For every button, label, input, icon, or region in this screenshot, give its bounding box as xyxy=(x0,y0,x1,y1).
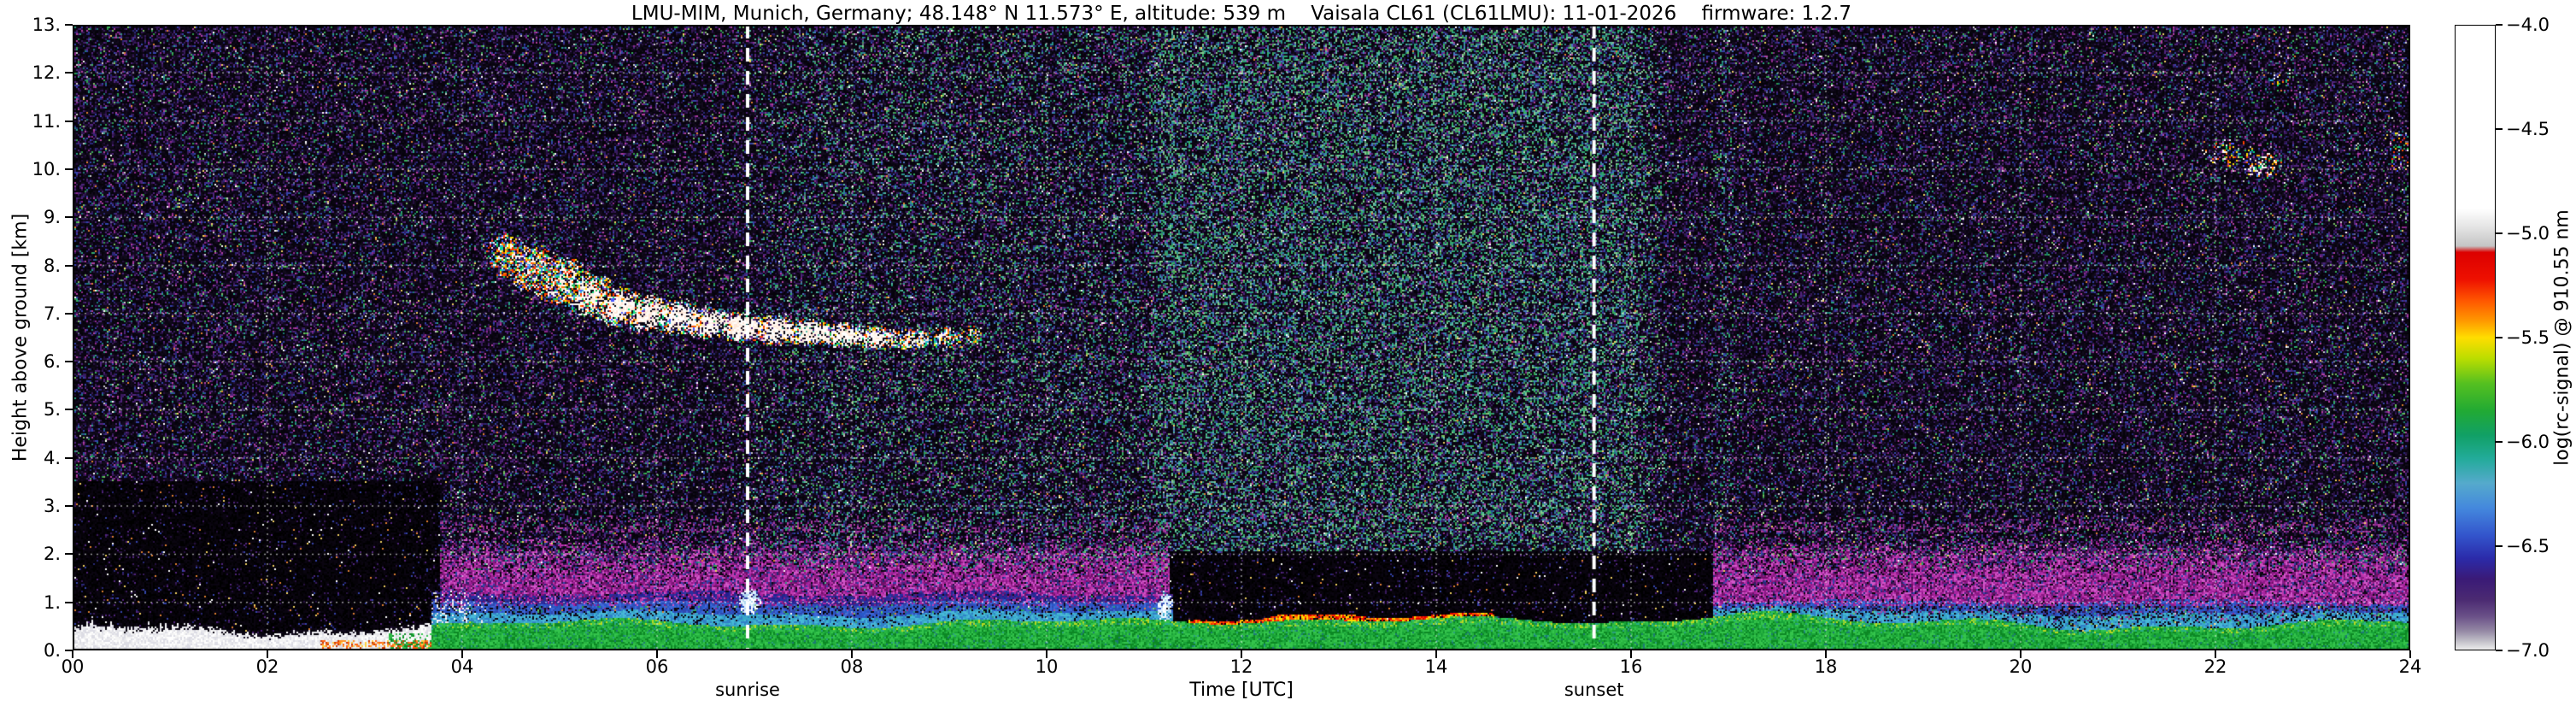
x-tick-mark xyxy=(2020,650,2021,658)
x-axis-label: Time [UTC] xyxy=(1189,680,1294,701)
y-tick-label: 3. xyxy=(43,496,61,517)
colorbar-gradient xyxy=(2456,26,2495,650)
y-tick-mark xyxy=(65,312,73,315)
y-tick-mark xyxy=(65,216,73,219)
x-tick-mark xyxy=(2409,650,2411,658)
chart-title: LMU-MIM, Munich, Germany; 48.148° N 11.5… xyxy=(631,3,1852,25)
x-tick-mark xyxy=(72,650,73,658)
x-tick-mark xyxy=(851,650,853,658)
colorbar-tick-label: −4.5 xyxy=(2506,119,2550,139)
x-tick-mark xyxy=(1241,650,1242,658)
x-tick-label: 04 xyxy=(450,656,474,677)
y-tick-mark xyxy=(65,601,73,603)
x-tick-mark xyxy=(656,650,658,658)
x-tick-mark xyxy=(1825,650,1827,658)
y-tick-mark xyxy=(65,456,73,459)
x-tick-label: 00 xyxy=(61,656,85,677)
y-tick-mark xyxy=(65,168,73,170)
x-tick-label: 06 xyxy=(645,656,669,677)
y-tick-label: 5. xyxy=(43,399,61,421)
y-tick-mark xyxy=(65,553,73,556)
event-label-sunset: sunset xyxy=(1564,680,1624,700)
y-tick-label: 7. xyxy=(43,303,61,324)
x-tick-mark xyxy=(267,650,268,658)
y-tick-mark xyxy=(65,120,73,122)
x-tick-mark xyxy=(461,650,463,658)
x-tick-mark xyxy=(1046,650,1047,658)
y-tick-mark xyxy=(65,24,73,26)
colorbar-tick-mark xyxy=(2496,441,2503,443)
colorbar-tick-mark xyxy=(2496,128,2503,130)
colorbar-tick-mark xyxy=(2496,337,2503,338)
y-tick-label: 2. xyxy=(43,544,61,565)
colorbar-tick-label: −4.0 xyxy=(2506,15,2550,35)
x-tick-label: 16 xyxy=(1619,656,1643,677)
colorbar-tick-label: −7.0 xyxy=(2506,640,2550,661)
x-tick-label: 08 xyxy=(840,656,864,677)
y-tick-label: 12. xyxy=(32,62,61,84)
x-tick-label: 14 xyxy=(1424,656,1448,677)
x-tick-label: 22 xyxy=(2203,656,2227,677)
y-tick-mark xyxy=(65,264,73,267)
y-tick-mark xyxy=(65,409,73,411)
y-axis-label: Height above ground [km] xyxy=(9,213,32,462)
y-tick-mark xyxy=(65,361,73,363)
y-tick-label: 10. xyxy=(32,158,61,179)
event-label-sunrise: sunrise xyxy=(715,680,780,700)
colorbar xyxy=(2455,25,2496,650)
x-tick-label: 20 xyxy=(2009,656,2033,677)
y-tick-label: 8. xyxy=(43,255,61,276)
x-tick-mark xyxy=(2215,650,2216,658)
y-tick-label: 6. xyxy=(43,351,61,373)
y-tick-label: 1. xyxy=(43,591,61,613)
y-tick-mark xyxy=(65,72,73,74)
x-tick-label: 12 xyxy=(1229,656,1253,677)
x-tick-label: 10 xyxy=(1035,656,1059,677)
y-tick-label: 11. xyxy=(32,110,61,132)
y-tick-label: 13. xyxy=(32,15,61,35)
colorbar-tick-mark xyxy=(2496,650,2503,651)
x-tick-label: 18 xyxy=(1814,656,1838,677)
y-tick-mark xyxy=(65,505,73,508)
y-tick-label: 0. xyxy=(43,640,61,661)
x-tick-mark xyxy=(1630,650,1632,658)
x-tick-label: 02 xyxy=(255,656,279,677)
colorbar-tick-mark xyxy=(2496,24,2503,26)
colorbar-tick-label: −6.0 xyxy=(2506,432,2550,452)
backscatter-heatmap-canvas xyxy=(73,25,2410,650)
x-tick-label: 24 xyxy=(2398,656,2422,677)
x-tick-mark xyxy=(1435,650,1437,658)
y-tick-label: 9. xyxy=(43,207,61,228)
colorbar-tick-label: −5.0 xyxy=(2506,223,2550,244)
y-tick-mark xyxy=(65,650,73,651)
y-tick-label: 4. xyxy=(43,447,61,468)
colorbar-tick-mark xyxy=(2496,232,2503,234)
colorbar-tick-label: −5.5 xyxy=(2506,327,2550,348)
colorbar-tick-label: −6.5 xyxy=(2506,536,2550,556)
colorbar-tick-mark xyxy=(2496,545,2503,547)
